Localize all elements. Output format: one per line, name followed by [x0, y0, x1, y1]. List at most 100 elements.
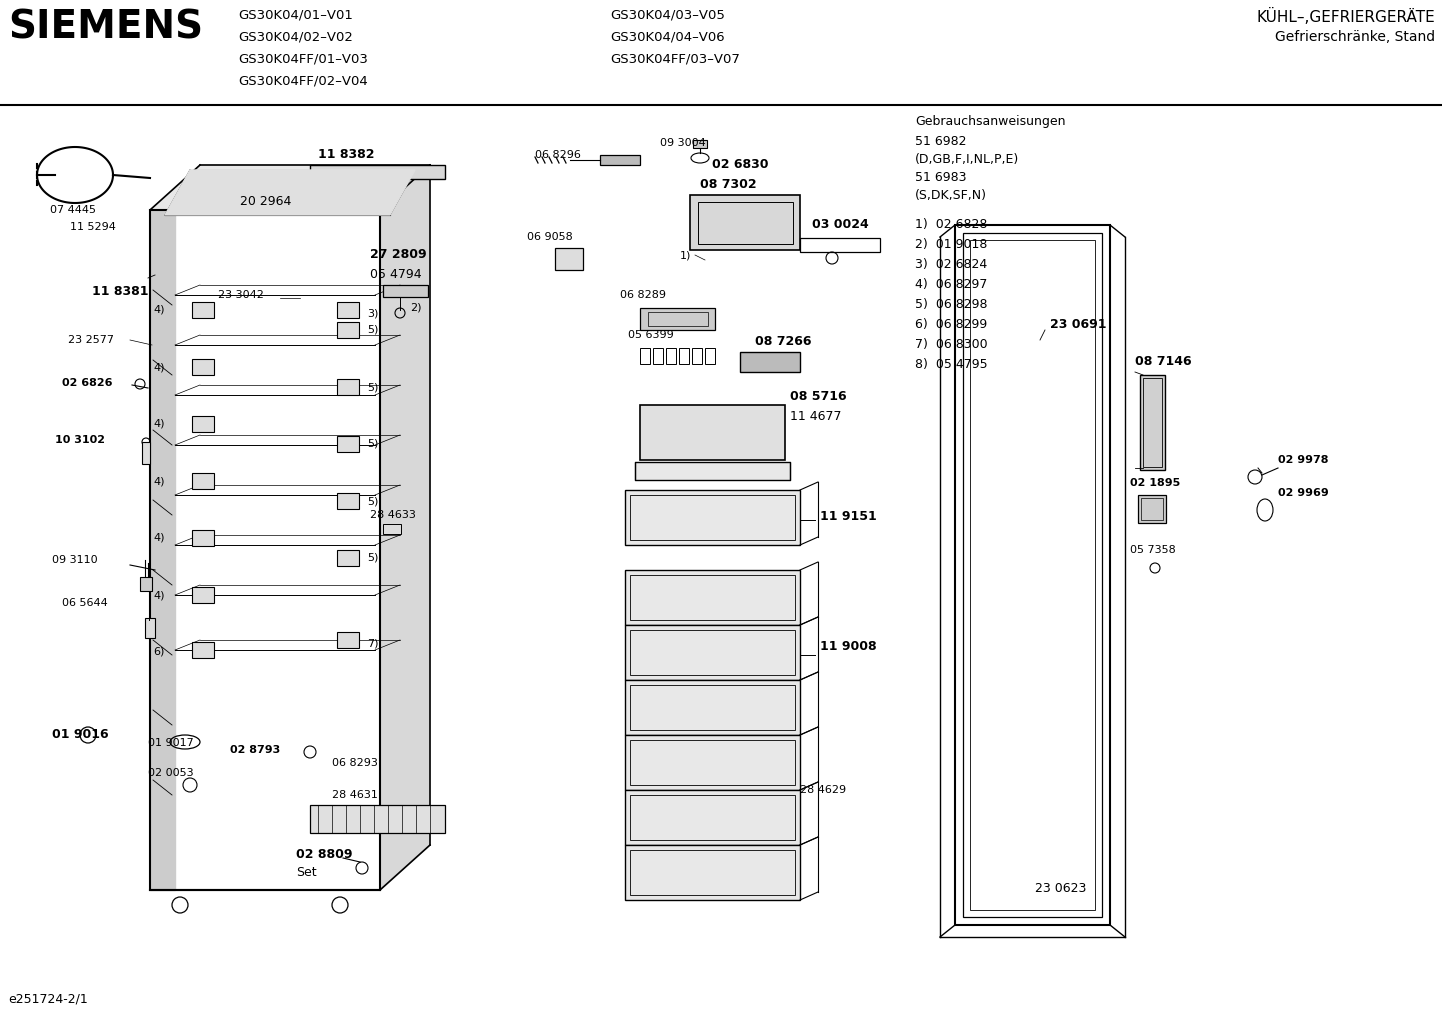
- Bar: [192, 416, 213, 432]
- Text: (D,GB,F,I,NL,P,E): (D,GB,F,I,NL,P,E): [916, 153, 1019, 166]
- Text: 23 3042: 23 3042: [218, 290, 264, 300]
- Text: 4): 4): [153, 419, 164, 429]
- Text: 5): 5): [368, 553, 378, 564]
- Text: 06 8293: 06 8293: [332, 758, 378, 768]
- Text: GS30K04/01–V01: GS30K04/01–V01: [238, 8, 353, 21]
- Bar: [630, 630, 795, 675]
- Bar: [192, 642, 213, 658]
- Text: 5): 5): [368, 325, 378, 335]
- Bar: [679, 348, 689, 364]
- Text: Set: Set: [296, 866, 317, 879]
- Bar: [647, 312, 708, 326]
- Bar: [555, 248, 583, 270]
- Text: 5): 5): [368, 496, 378, 506]
- Text: 02 1895: 02 1895: [1131, 478, 1180, 488]
- Text: 5): 5): [368, 439, 378, 449]
- Bar: [192, 359, 213, 375]
- Bar: [624, 570, 800, 625]
- Text: GS30K04FF/03–V07: GS30K04FF/03–V07: [610, 52, 740, 65]
- Text: 06 9058: 06 9058: [526, 232, 572, 242]
- Text: 1)  02 6828: 1) 02 6828: [916, 218, 988, 231]
- Text: 7): 7): [368, 638, 378, 648]
- Text: (S,DK,SF,N): (S,DK,SF,N): [916, 189, 986, 202]
- Text: 11 9008: 11 9008: [820, 640, 877, 653]
- Text: 4): 4): [153, 305, 164, 315]
- Text: GS30K04FF/01–V03: GS30K04FF/01–V03: [238, 52, 368, 65]
- Polygon shape: [150, 210, 174, 890]
- Bar: [192, 587, 213, 603]
- Text: 02 9978: 02 9978: [1278, 455, 1328, 465]
- Bar: [800, 238, 880, 252]
- Text: 10 3102: 10 3102: [55, 435, 105, 445]
- Bar: [634, 462, 790, 480]
- Bar: [384, 524, 401, 534]
- Text: GS30K04/04–V06: GS30K04/04–V06: [610, 30, 725, 43]
- Bar: [337, 302, 359, 318]
- Bar: [624, 625, 800, 680]
- Text: 4): 4): [153, 476, 164, 486]
- Text: 2): 2): [410, 303, 421, 313]
- Bar: [624, 735, 800, 790]
- Text: SIEMENS: SIEMENS: [9, 8, 203, 46]
- Bar: [624, 790, 800, 845]
- Text: 09 3004: 09 3004: [660, 138, 705, 148]
- Text: 4): 4): [153, 362, 164, 372]
- Bar: [640, 405, 784, 460]
- Bar: [955, 225, 1110, 925]
- Text: 8)  05 4795: 8) 05 4795: [916, 358, 988, 371]
- Bar: [150, 210, 381, 890]
- Text: 02 6830: 02 6830: [712, 158, 769, 171]
- Bar: [640, 348, 650, 364]
- Bar: [630, 685, 795, 730]
- Text: 1): 1): [681, 250, 691, 260]
- Bar: [310, 165, 446, 179]
- Text: KÜHL–,GEFRIERGERÄTE: KÜHL–,GEFRIERGERÄTE: [1256, 8, 1435, 25]
- Text: 05 4794: 05 4794: [371, 268, 421, 281]
- Bar: [146, 618, 154, 638]
- Polygon shape: [381, 165, 430, 890]
- Text: 2)  01 9018: 2) 01 9018: [916, 238, 988, 251]
- Text: Gefrierschränke, Stand: Gefrierschränke, Stand: [1275, 30, 1435, 44]
- Bar: [192, 530, 213, 546]
- Text: GS30K04/03–V05: GS30K04/03–V05: [610, 8, 725, 21]
- Bar: [337, 550, 359, 566]
- Text: 20 2964: 20 2964: [239, 195, 291, 208]
- Bar: [624, 490, 800, 545]
- Bar: [192, 302, 213, 318]
- Text: 4): 4): [153, 590, 164, 600]
- Text: 23 0691: 23 0691: [1050, 318, 1106, 331]
- Text: 28 4633: 28 4633: [371, 510, 415, 520]
- Text: GS30K04/02–V02: GS30K04/02–V02: [238, 30, 353, 43]
- Text: 28 4631: 28 4631: [332, 790, 378, 800]
- Bar: [694, 140, 707, 148]
- Text: 08 7146: 08 7146: [1135, 355, 1191, 368]
- Bar: [666, 348, 676, 364]
- Text: 4): 4): [153, 533, 164, 543]
- Bar: [692, 348, 702, 364]
- Bar: [337, 493, 359, 510]
- Bar: [630, 740, 795, 785]
- Bar: [600, 155, 640, 165]
- Bar: [630, 575, 795, 620]
- Bar: [963, 233, 1102, 917]
- Text: 08 5716: 08 5716: [790, 390, 846, 403]
- Text: 3): 3): [368, 308, 378, 318]
- Text: 03 0024: 03 0024: [812, 218, 868, 231]
- Bar: [1141, 375, 1165, 470]
- Text: 11 4677: 11 4677: [790, 410, 842, 423]
- Bar: [970, 240, 1094, 910]
- Text: 5)  06 8298: 5) 06 8298: [916, 298, 988, 311]
- Text: 3)  02 6824: 3) 02 6824: [916, 258, 988, 271]
- Bar: [1144, 378, 1162, 467]
- Text: 02 8809: 02 8809: [296, 848, 352, 861]
- Bar: [691, 195, 800, 250]
- Text: 05 7358: 05 7358: [1131, 545, 1175, 555]
- Text: GS30K04FF/02–V04: GS30K04FF/02–V04: [238, 74, 368, 87]
- Bar: [624, 845, 800, 900]
- Bar: [740, 352, 800, 372]
- Text: 05 6399: 05 6399: [629, 330, 673, 340]
- Bar: [337, 379, 359, 395]
- Text: 51 6982: 51 6982: [916, 135, 966, 148]
- Bar: [1141, 498, 1164, 520]
- Text: 07 4445: 07 4445: [50, 205, 97, 215]
